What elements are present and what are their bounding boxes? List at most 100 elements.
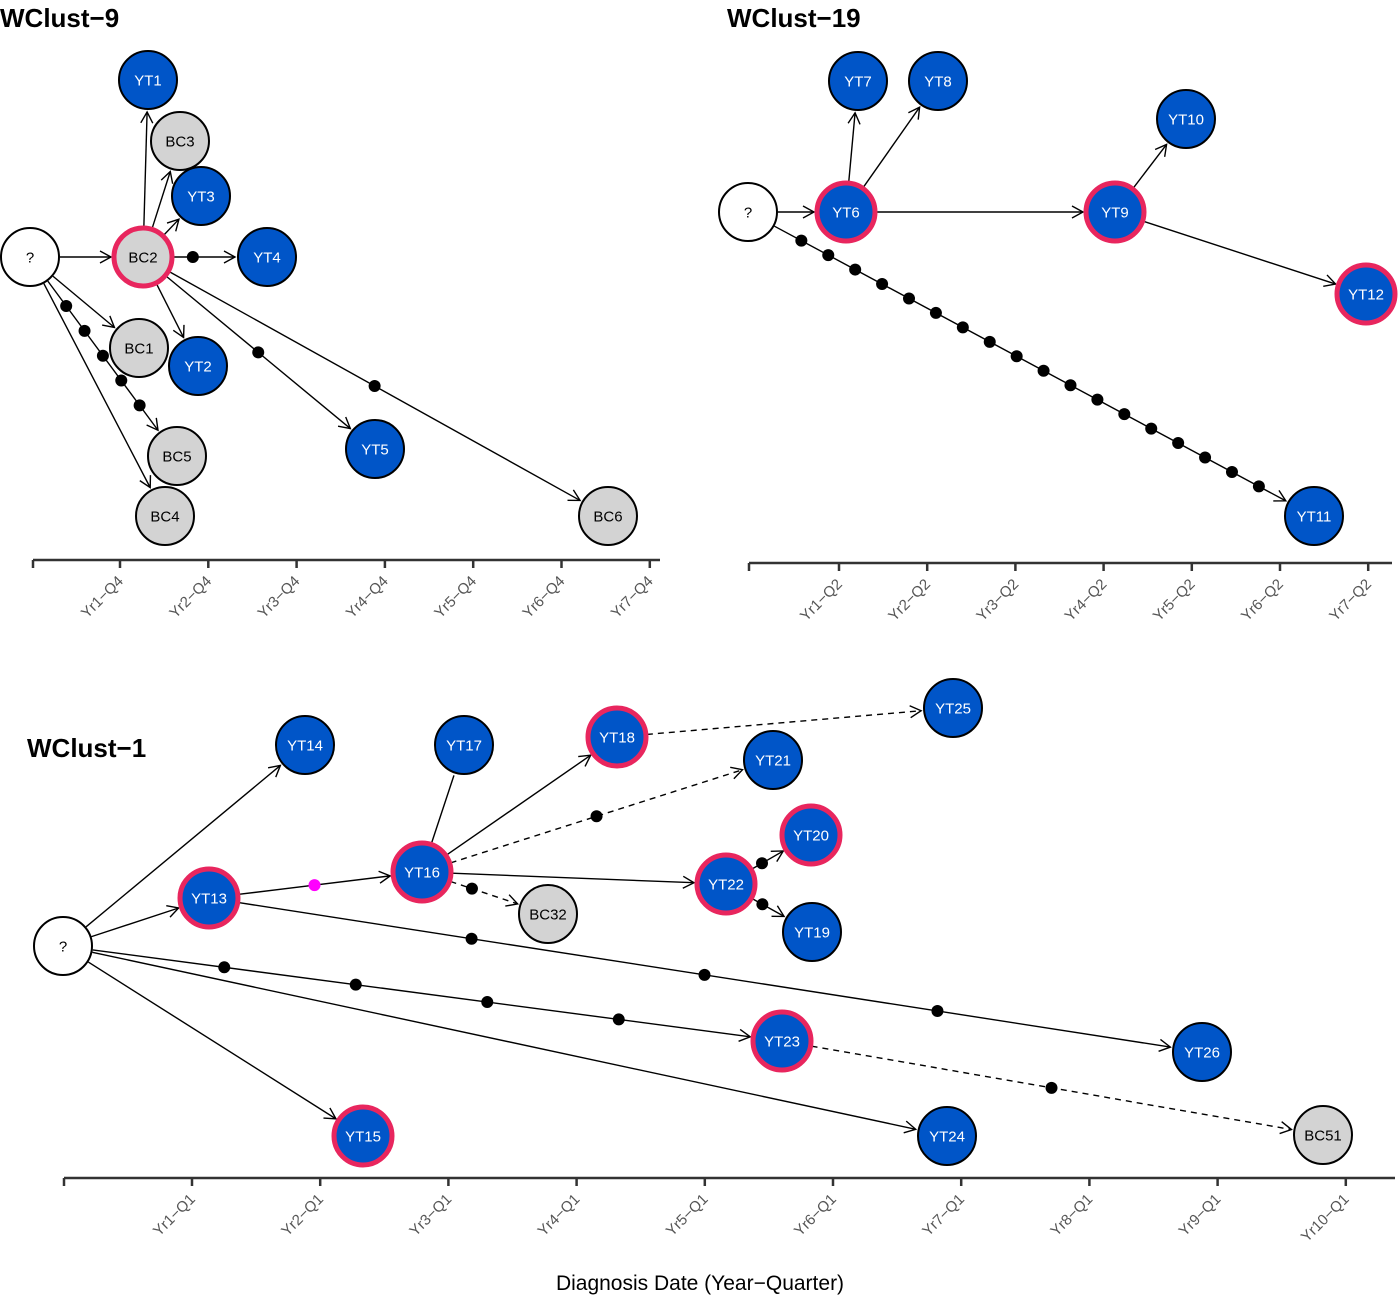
edges bbox=[774, 105, 1337, 502]
node-circle bbox=[237, 227, 297, 287]
node-yt17[interactable]: YT17 bbox=[434, 715, 494, 775]
node-label: YT24 bbox=[929, 1129, 965, 1146]
node-yt6[interactable]: YT6 bbox=[814, 180, 878, 244]
node-yt25[interactable]: YT25 bbox=[923, 678, 983, 738]
intermediate-dot bbox=[218, 961, 231, 974]
intermediate-dot bbox=[903, 292, 916, 305]
node-yt1[interactable]: YT1 bbox=[118, 50, 178, 110]
node-label: ? bbox=[26, 250, 34, 267]
node-bc5[interactable]: BC5 bbox=[147, 426, 207, 486]
node-bc32[interactable]: BC32 bbox=[518, 884, 578, 944]
node-circle-highlighted bbox=[779, 803, 843, 867]
edge-yt16-to-yt18 bbox=[446, 754, 592, 856]
node-yt18[interactable]: YT18 bbox=[585, 705, 649, 769]
edge-unknown-to-yt13 bbox=[91, 905, 180, 938]
node-yt10[interactable]: YT10 bbox=[1156, 89, 1216, 149]
edge-unknown-to-yt14 bbox=[85, 764, 282, 928]
intermediate-dot bbox=[876, 278, 889, 291]
node-circle-highlighted bbox=[1334, 262, 1398, 326]
unknown-source-node[interactable]: ? bbox=[0, 227, 60, 287]
node-bc3[interactable]: BC3 bbox=[150, 111, 210, 171]
node-circle bbox=[345, 419, 405, 479]
node-circle bbox=[518, 884, 578, 944]
node-yt12[interactable]: YT12 bbox=[1334, 262, 1398, 326]
nodes: ? YT13 YT14 YT15 YT16 YT17 YT18 BC32 YT21 YT22 YT2… bbox=[33, 678, 1353, 1168]
node-label: YT4 bbox=[253, 250, 281, 267]
node-bc2[interactable]: BC2 bbox=[111, 225, 175, 289]
tick-label: Yr6−Q4 bbox=[519, 573, 568, 622]
intermediate-dot bbox=[1037, 364, 1050, 377]
node-yt5[interactable]: YT5 bbox=[345, 419, 405, 479]
node-label: YT18 bbox=[599, 730, 635, 747]
node-bc1[interactable]: BC1 bbox=[109, 318, 169, 378]
node-circle-highlighted bbox=[390, 840, 454, 904]
node-circle bbox=[33, 916, 93, 976]
node-label: YT5 bbox=[361, 442, 389, 459]
node-circle bbox=[578, 486, 638, 546]
node-yt8[interactable]: YT8 bbox=[908, 51, 968, 111]
node-label: ? bbox=[59, 939, 67, 956]
x-axis: Yr1−Q4 Yr2−Q4 Yr3−Q4 Yr4−Q4 Yr5−Q4 Yr6−Q4 Yr7−… bbox=[31, 558, 660, 622]
edge-bc2-to-yt2 bbox=[155, 283, 185, 339]
node-label: YT21 bbox=[755, 753, 791, 770]
intermediate-dot bbox=[756, 857, 769, 870]
node-yt16[interactable]: YT16 bbox=[390, 840, 454, 904]
node-circle bbox=[275, 715, 335, 775]
node-bc51[interactable]: BC51 bbox=[1293, 1105, 1353, 1165]
node-bc6[interactable]: BC6 bbox=[578, 486, 638, 546]
tick-label: Yr1−Q1 bbox=[150, 1191, 199, 1240]
node-circle bbox=[908, 51, 968, 111]
node-circle-highlighted bbox=[694, 852, 758, 916]
node-yt13[interactable]: YT13 bbox=[177, 866, 241, 930]
intermediate-dot bbox=[1045, 1081, 1058, 1094]
tick-label: Yr5−Q2 bbox=[1150, 576, 1199, 625]
x-axis: Yr1−Q2 Yr2−Q2 Yr3−Q2 Yr4−Q2 Yr5−Q2 Yr6−Q2 Yr7−… bbox=[747, 561, 1392, 625]
intermediate-dot bbox=[1010, 350, 1023, 363]
tick-label: Yr4−Q2 bbox=[1062, 576, 1111, 625]
node-yt20[interactable]: YT20 bbox=[779, 803, 843, 867]
node-label: YT15 bbox=[345, 1129, 381, 1146]
intermediate-dot bbox=[1064, 379, 1077, 392]
node-yt15[interactable]: YT15 bbox=[331, 1104, 395, 1168]
node-bc4[interactable]: BC4 bbox=[135, 486, 195, 546]
tick-label: Yr3−Q2 bbox=[973, 576, 1022, 625]
tick-label: Yr6−Q2 bbox=[1238, 576, 1287, 625]
node-yt2[interactable]: YT2 bbox=[168, 336, 228, 396]
node-circle-highlighted bbox=[1083, 180, 1147, 244]
tick-label: Yr3−Q1 bbox=[406, 1191, 455, 1240]
node-yt26[interactable]: YT26 bbox=[1172, 1022, 1232, 1082]
node-label: YT23 bbox=[764, 1034, 800, 1051]
tick-label: Yr6−Q1 bbox=[791, 1191, 840, 1240]
node-yt23[interactable]: YT23 bbox=[750, 1009, 814, 1073]
node-label: YT2 bbox=[184, 359, 212, 376]
node-label: YT22 bbox=[708, 877, 744, 894]
node-yt21[interactable]: YT21 bbox=[743, 730, 803, 790]
intermediate-dot bbox=[465, 932, 478, 945]
node-yt7[interactable]: YT7 bbox=[828, 51, 888, 111]
nodes: ? YT6 YT7 YT8 YT9 YT10 YT12 YT11 bbox=[718, 51, 1398, 546]
node-label: ? bbox=[744, 205, 752, 222]
node-yt9[interactable]: YT9 bbox=[1083, 180, 1147, 244]
edge-unknown-to-bc4 bbox=[43, 283, 152, 489]
tick-label: Yr2−Q1 bbox=[278, 1191, 327, 1240]
node-label: BC51 bbox=[1304, 1128, 1342, 1145]
node-yt14[interactable]: YT14 bbox=[275, 715, 335, 775]
edge-yt6-to-yt8 bbox=[862, 105, 921, 188]
tick-label: Yr2−Q2 bbox=[885, 576, 934, 625]
tick-label: Yr3−Q4 bbox=[255, 573, 304, 622]
unknown-source-node[interactable]: ? bbox=[33, 916, 93, 976]
node-yt19[interactable]: YT19 bbox=[782, 902, 842, 962]
intermediate-dot bbox=[956, 321, 969, 334]
unknown-source-node[interactable]: ? bbox=[718, 182, 778, 242]
node-yt4[interactable]: YT4 bbox=[237, 227, 297, 287]
node-yt24[interactable]: YT24 bbox=[917, 1106, 977, 1166]
node-yt3[interactable]: YT3 bbox=[171, 166, 231, 226]
panel-wclust-19: WClust−19 Yr1−Q2 Yr2−Q2 Yr3−Q2 Yr4−Q2 Yr5−Q2… bbox=[718, 3, 1398, 625]
node-circle-highlighted bbox=[585, 705, 649, 769]
node-yt11[interactable]: YT11 bbox=[1284, 486, 1344, 546]
node-circle bbox=[135, 486, 195, 546]
node-yt22[interactable]: YT22 bbox=[694, 852, 758, 916]
intermediate-dot bbox=[795, 234, 808, 247]
node-label: BC4 bbox=[150, 509, 179, 526]
node-label: BC3 bbox=[165, 134, 194, 151]
